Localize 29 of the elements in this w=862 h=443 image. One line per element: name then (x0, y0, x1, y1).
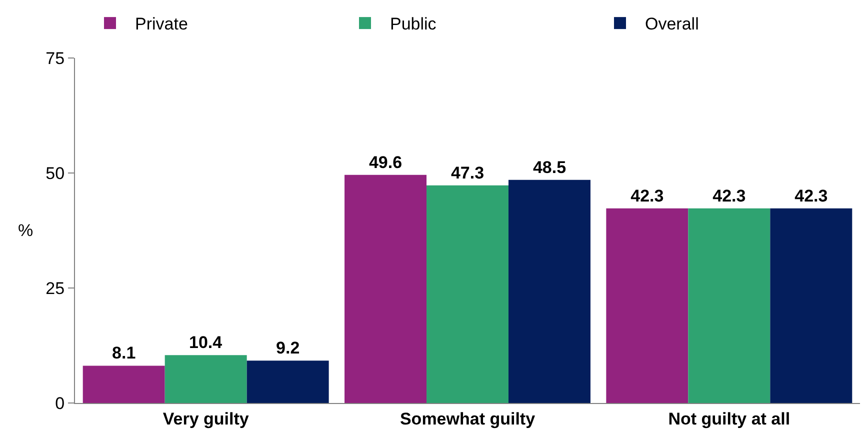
legend-label: Public (390, 14, 437, 34)
data-label: 47.3 (450, 163, 484, 182)
data-label: 42.3 (712, 186, 746, 206)
data-label: 9.2 (276, 338, 300, 358)
bar (344, 174, 427, 403)
bar (82, 366, 165, 403)
y-tick-label: 50 (46, 164, 65, 183)
data-label: 48.5 (532, 158, 566, 177)
data-label: 10.4 (189, 333, 223, 352)
bar (606, 208, 688, 403)
bar (426, 185, 508, 403)
legend-label: Overall (645, 14, 699, 34)
x-tick-label: Somewhat guilty (400, 409, 536, 428)
data-label: 42.3 (630, 186, 664, 206)
y-axis-title: % (18, 221, 34, 240)
bar (770, 208, 852, 403)
x-tick-label: Very guilty (162, 409, 250, 428)
x-tick-label: Not guilty at all (668, 409, 790, 428)
bar (164, 355, 247, 403)
bar (688, 208, 770, 403)
bar (246, 360, 329, 403)
bar (508, 180, 590, 403)
data-label: 49.6 (368, 152, 402, 172)
data-label: 8.1 (112, 344, 136, 363)
legend-label: Private (135, 14, 188, 34)
data-label: 42.3 (794, 186, 828, 206)
y-tick-label: 75 (46, 48, 65, 68)
y-tick-label: 25 (46, 278, 65, 298)
y-tick-label: 0 (55, 394, 65, 413)
